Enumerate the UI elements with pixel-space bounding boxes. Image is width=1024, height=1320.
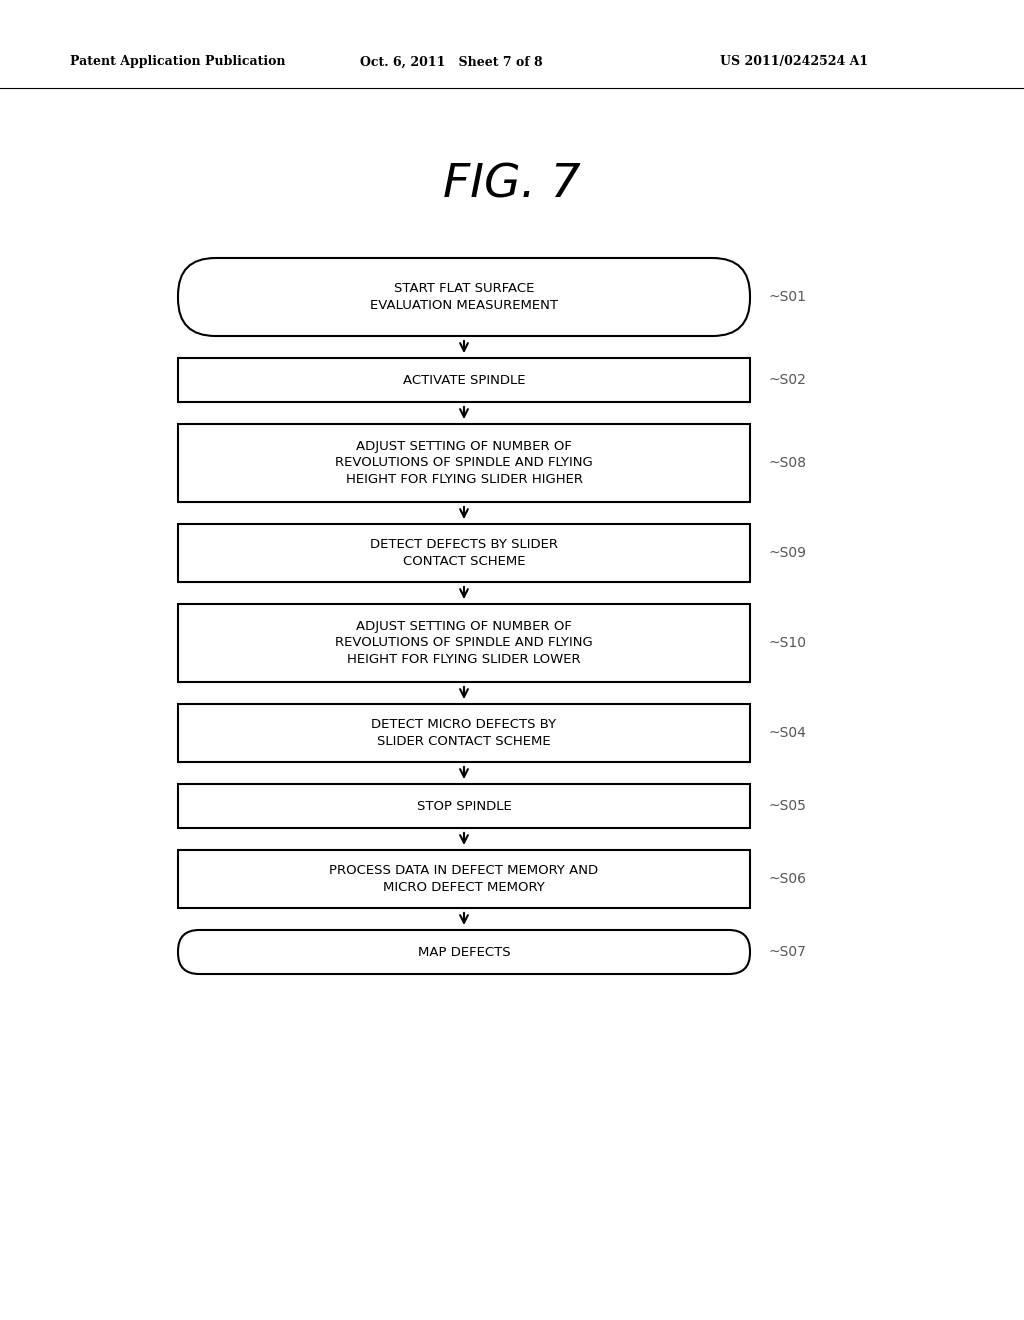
Text: ~S09: ~S09: [768, 546, 806, 560]
Text: ~S07: ~S07: [768, 945, 806, 960]
FancyBboxPatch shape: [178, 931, 750, 974]
Text: MAP DEFECTS: MAP DEFECTS: [418, 945, 510, 958]
Text: PROCESS DATA IN DEFECT MEMORY AND
MICRO DEFECT MEMORY: PROCESS DATA IN DEFECT MEMORY AND MICRO …: [330, 865, 599, 894]
Text: ~S06: ~S06: [768, 873, 806, 886]
Text: ~S05: ~S05: [768, 799, 806, 813]
Text: DETECT DEFECTS BY SLIDER
CONTACT SCHEME: DETECT DEFECTS BY SLIDER CONTACT SCHEME: [370, 539, 558, 568]
Text: Patent Application Publication: Patent Application Publication: [70, 55, 286, 69]
Text: ~S08: ~S08: [768, 455, 806, 470]
Text: ~S01: ~S01: [768, 290, 806, 304]
Text: ADJUST SETTING OF NUMBER OF
REVOLUTIONS OF SPINDLE AND FLYING
HEIGHT FOR FLYING : ADJUST SETTING OF NUMBER OF REVOLUTIONS …: [335, 440, 593, 486]
Text: ACTIVATE SPINDLE: ACTIVATE SPINDLE: [402, 374, 525, 387]
Bar: [178, 524, 750, 582]
Text: ~S02: ~S02: [768, 374, 806, 387]
Bar: [178, 784, 750, 828]
Text: ADJUST SETTING OF NUMBER OF
REVOLUTIONS OF SPINDLE AND FLYING
HEIGHT FOR FLYING : ADJUST SETTING OF NUMBER OF REVOLUTIONS …: [335, 620, 593, 667]
Text: US 2011/0242524 A1: US 2011/0242524 A1: [720, 55, 868, 69]
Bar: [178, 850, 750, 908]
FancyBboxPatch shape: [178, 257, 750, 337]
Bar: [178, 358, 750, 403]
Text: DETECT MICRO DEFECTS BY
SLIDER CONTACT SCHEME: DETECT MICRO DEFECTS BY SLIDER CONTACT S…: [372, 718, 557, 747]
Bar: [178, 704, 750, 762]
Text: FIG. 7: FIG. 7: [443, 162, 581, 207]
Bar: [178, 424, 750, 502]
Text: STOP SPINDLE: STOP SPINDLE: [417, 800, 511, 813]
Text: ~S04: ~S04: [768, 726, 806, 741]
Text: START FLAT SURFACE
EVALUATION MEASUREMENT: START FLAT SURFACE EVALUATION MEASUREMEN…: [370, 282, 558, 312]
Text: Oct. 6, 2011   Sheet 7 of 8: Oct. 6, 2011 Sheet 7 of 8: [360, 55, 543, 69]
Bar: [178, 605, 750, 682]
Text: ~S10: ~S10: [768, 636, 806, 649]
